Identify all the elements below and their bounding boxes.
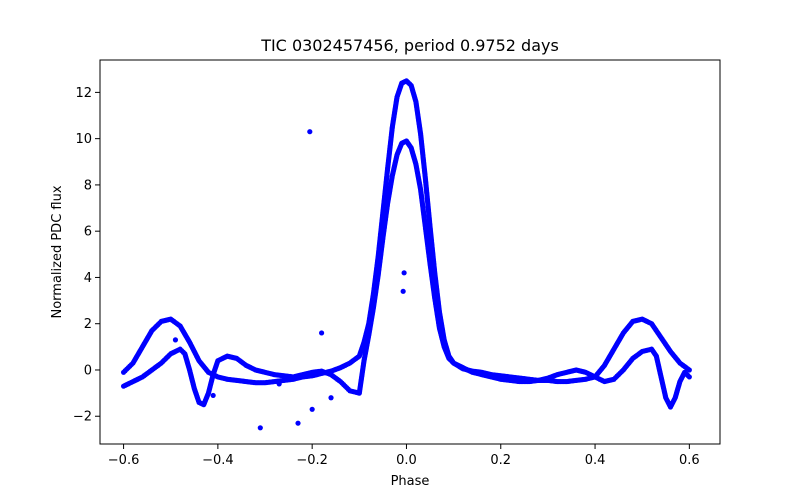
y-tick-label: 10 (75, 132, 92, 147)
x-tick-label: 0.2 (490, 453, 511, 468)
data-point (328, 395, 334, 401)
y-axis-label: Normalized PDC flux (50, 185, 65, 318)
data-point (686, 367, 692, 373)
x-tick-label: 0.4 (585, 453, 606, 468)
y-tick-label: 0 (84, 363, 92, 378)
y-tick-label: 2 (84, 317, 92, 332)
data-point (210, 392, 216, 399)
data-point (172, 337, 179, 343)
x-tick-label: 0.6 (679, 453, 700, 468)
x-tick-label: −0.4 (202, 453, 234, 468)
y-tick-label: 6 (84, 225, 92, 240)
data-point (686, 374, 692, 380)
data-point (307, 129, 313, 135)
data-point (295, 420, 301, 426)
data-point (276, 381, 282, 387)
y-axis: −2 0 2 4 6 8 10 12 (73, 86, 100, 425)
chart-title: TIC 0302457456, period 0.9752 days (260, 36, 559, 55)
y-tick-label: −2 (73, 410, 92, 425)
data-point (400, 288, 406, 294)
x-axis: −0.6 −0.4 −0.2 0.0 0.2 0.4 0.6 (108, 444, 700, 468)
y-tick-label: 8 (84, 178, 92, 193)
y-tick-label: 12 (75, 86, 92, 101)
data-point (401, 270, 407, 276)
data-point (319, 330, 325, 336)
x-tick-label: 0.0 (396, 453, 417, 468)
data-point (257, 425, 263, 431)
x-tick-label: −0.2 (296, 453, 328, 468)
data-points (120, 78, 692, 431)
x-axis-label: Phase (391, 474, 430, 489)
data-point (309, 406, 315, 412)
plot-frame (99, 59, 721, 445)
x-tick-label: −0.6 (108, 453, 140, 468)
y-tick-label: 4 (84, 271, 92, 286)
